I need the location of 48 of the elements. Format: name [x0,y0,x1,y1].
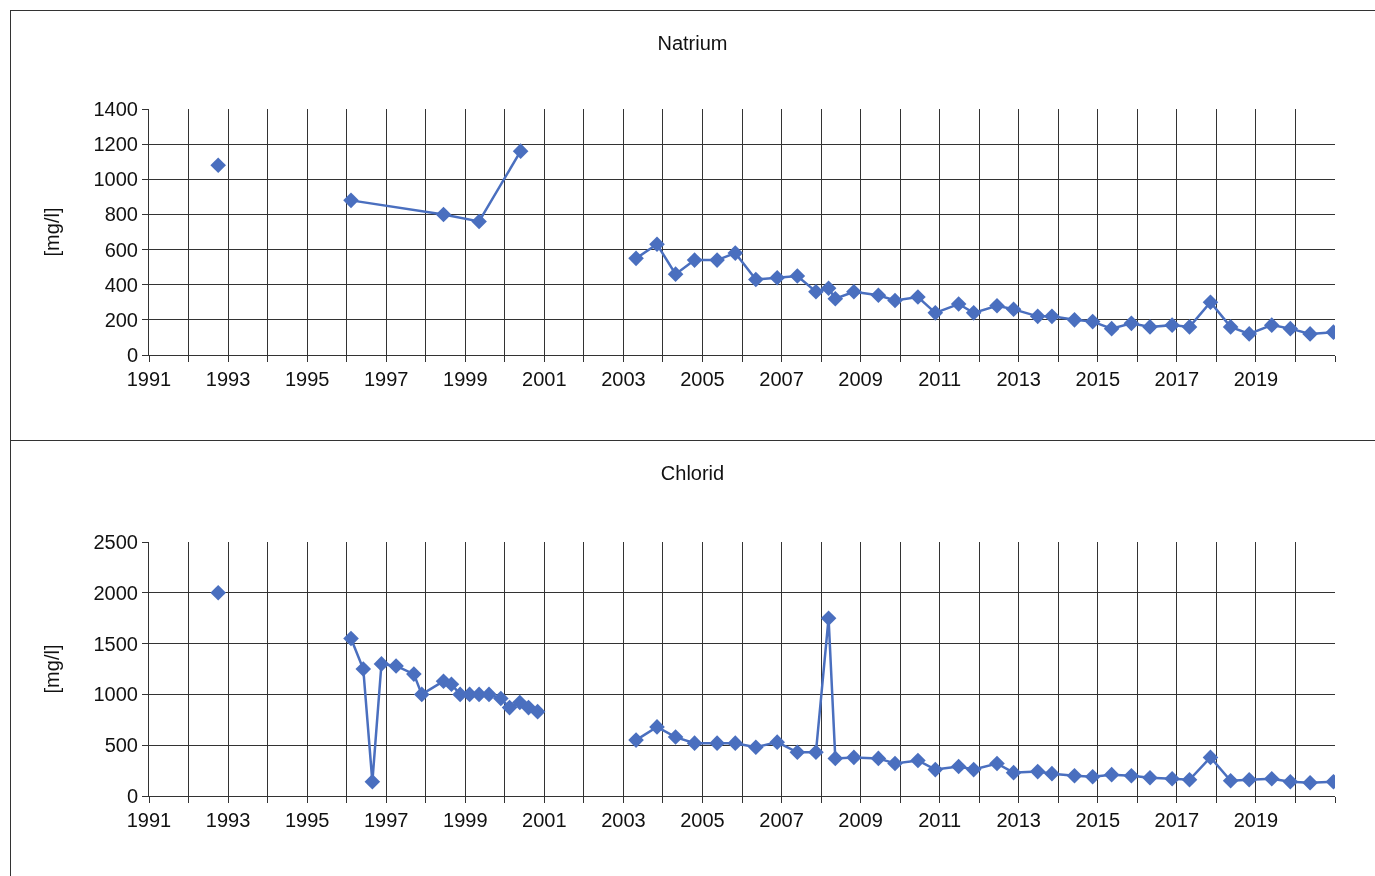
x-tick-label: 2013 [996,809,1041,831]
x-tick-label: 2015 [1075,809,1121,831]
x-tick-label: 1995 [284,809,330,831]
y-tick-label: 0 [126,785,138,807]
x-tick-label: 1997 [363,368,409,390]
y-tick-label: 1400 [93,98,138,120]
y-tick-label: 1000 [93,168,138,191]
y-tick-label: 2500 [93,531,138,553]
x-tick-label: 1993 [205,368,251,390]
chart-title: Chlorid [660,462,725,484]
x-tick-label: 2017 [1154,368,1200,390]
x-tick-label: 1995 [284,368,330,390]
x-tick-label: 2019 [1233,368,1279,390]
y-tick-label: 500 [104,734,138,757]
chart-title: Natrium [657,32,728,54]
x-tick-label: 1991 [126,368,172,390]
y-tick-label: 2000 [93,581,138,604]
x-tick-label: 2011 [918,368,962,390]
x-tick-label: 1993 [205,809,251,831]
y-tick-label: 200 [104,308,138,331]
y-tick-label: 600 [104,238,138,261]
x-tick-label: 2009 [838,809,883,831]
y-tick-label: 400 [104,273,138,296]
x-tick-label: 2009 [838,368,883,390]
x-tick-label: 2005 [680,809,725,831]
x-tick-label: 2015 [1075,368,1121,390]
x-tick-label: 1991 [126,809,172,831]
x-tick-label: 2007 [759,809,804,831]
x-tick-label: 1999 [443,809,488,831]
y-tick-label: 1200 [93,133,138,156]
y-tick-label: 0 [126,344,138,366]
x-tick-label: 2013 [996,368,1041,390]
y-axis-title: [mg/l] [41,644,63,694]
y-tick-label: 1000 [93,683,138,706]
x-tick-label: 2001 [522,368,567,390]
x-tick-label: 2011 [918,809,962,831]
x-tick-label: 2019 [1233,809,1279,831]
x-tick-label: 1997 [363,809,409,831]
x-tick-label: 2003 [601,368,646,390]
x-tick-label: 2001 [522,809,567,831]
y-axis-title: [mg/l] [41,207,63,257]
x-tick-label: 2005 [680,368,725,390]
y-tick-label: 1500 [93,632,138,655]
x-tick-label: 1999 [443,368,488,390]
x-tick-label: 2007 [759,368,804,390]
x-tick-label: 2003 [601,809,646,831]
x-tick-label: 2017 [1154,809,1200,831]
y-tick-label: 800 [104,203,138,226]
